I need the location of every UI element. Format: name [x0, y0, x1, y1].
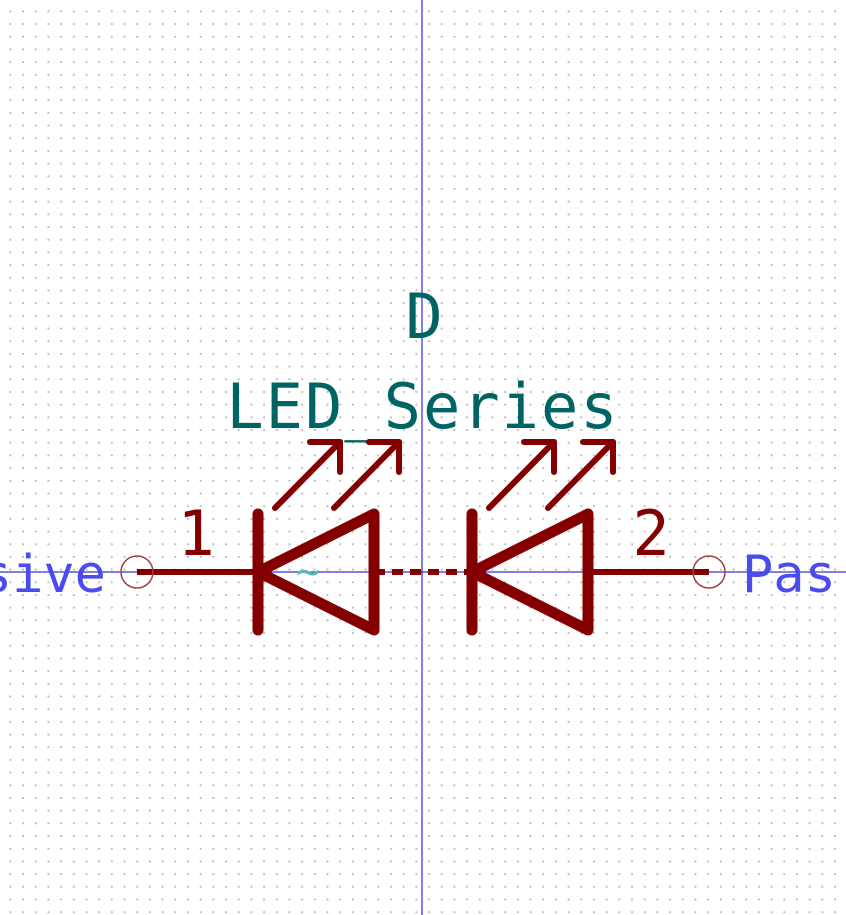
pin-2-type: Pas — [742, 545, 836, 605]
led-2-anode-triangle — [466, 508, 594, 636]
pin-1[interactable]: 1 sive — [0, 497, 258, 605]
led-2-symbol[interactable] — [466, 439, 616, 636]
value-field[interactable]: LED_Series — [226, 370, 619, 443]
led-2-light-arrows-icon — [486, 439, 616, 511]
hidden-field-marker: ~ — [296, 549, 320, 595]
pin-2-connection-point[interactable] — [692, 555, 726, 589]
led-1-light-arrows-icon — [272, 439, 402, 511]
pin-2[interactable]: 2 Pas — [588, 497, 836, 605]
pin-1-type: sive — [0, 545, 106, 605]
led-1-symbol[interactable] — [252, 439, 402, 636]
pin-2-number: 2 — [632, 497, 669, 570]
pin-1-connection-point[interactable] — [120, 555, 154, 589]
reference-designator[interactable]: D — [405, 280, 442, 353]
pin-1-number: 1 — [177, 497, 214, 570]
